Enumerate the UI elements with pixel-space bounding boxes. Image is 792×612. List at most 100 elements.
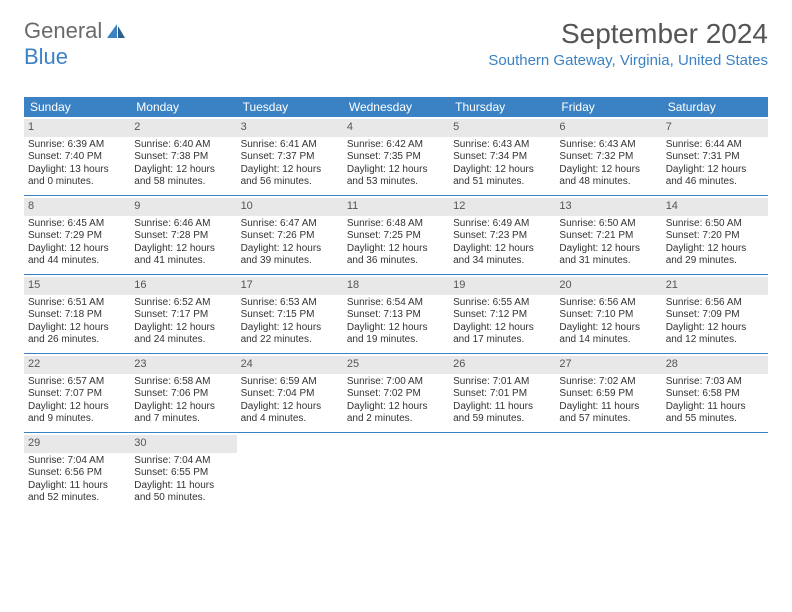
sunset-text: Sunset: 7:06 PM bbox=[134, 388, 232, 401]
daylight-text: Daylight: 12 hours and 51 minutes. bbox=[453, 164, 551, 189]
day-number: 12 bbox=[449, 198, 555, 216]
sunrise-text: Sunrise: 6:51 AM bbox=[28, 297, 126, 310]
daylight-text: Daylight: 12 hours and 56 minutes. bbox=[241, 164, 339, 189]
day-cell: 21Sunrise: 6:56 AMSunset: 7:09 PMDayligh… bbox=[662, 275, 768, 353]
sunset-text: Sunset: 7:15 PM bbox=[241, 309, 339, 322]
weekday-header-row: SundayMondayTuesdayWednesdayThursdayFrid… bbox=[24, 97, 768, 117]
day-number: 22 bbox=[24, 356, 130, 374]
daylight-text: Daylight: 11 hours and 57 minutes. bbox=[559, 401, 657, 426]
daylight-text: Daylight: 12 hours and 39 minutes. bbox=[241, 243, 339, 268]
day-cell: 15Sunrise: 6:51 AMSunset: 7:18 PMDayligh… bbox=[24, 275, 130, 353]
day-cell: 24Sunrise: 6:59 AMSunset: 7:04 PMDayligh… bbox=[237, 354, 343, 432]
day-number: 16 bbox=[130, 277, 236, 295]
sunrise-text: Sunrise: 7:01 AM bbox=[453, 376, 551, 389]
sunrise-text: Sunrise: 6:58 AM bbox=[134, 376, 232, 389]
sunset-text: Sunset: 7:26 PM bbox=[241, 230, 339, 243]
day-number: 4 bbox=[343, 119, 449, 137]
week-row: 8Sunrise: 6:45 AMSunset: 7:29 PMDaylight… bbox=[24, 196, 768, 275]
day-cell: 8Sunrise: 6:45 AMSunset: 7:29 PMDaylight… bbox=[24, 196, 130, 274]
sunset-text: Sunset: 6:56 PM bbox=[28, 467, 126, 480]
day-number: 9 bbox=[130, 198, 236, 216]
sunset-text: Sunset: 7:20 PM bbox=[666, 230, 764, 243]
sunset-text: Sunset: 7:25 PM bbox=[347, 230, 445, 243]
weeks-container: 1Sunrise: 6:39 AMSunset: 7:40 PMDaylight… bbox=[24, 117, 768, 511]
sunrise-text: Sunrise: 7:00 AM bbox=[347, 376, 445, 389]
calendar: SundayMondayTuesdayWednesdayThursdayFrid… bbox=[24, 97, 768, 511]
sunrise-text: Sunrise: 6:44 AM bbox=[666, 139, 764, 152]
daylight-text: Daylight: 11 hours and 59 minutes. bbox=[453, 401, 551, 426]
logo: General bbox=[24, 18, 127, 44]
day-number: 14 bbox=[662, 198, 768, 216]
day-cell: 22Sunrise: 6:57 AMSunset: 7:07 PMDayligh… bbox=[24, 354, 130, 432]
sunrise-text: Sunrise: 7:04 AM bbox=[134, 455, 232, 468]
week-row: 29 Sunrise: 7:04 AM Sunset: 6:56 PMDayligh… bbox=[24, 433, 768, 511]
sunrise-text: Sunrise: 6:42 AM bbox=[347, 139, 445, 152]
week-row: 1Sunrise: 6:39 AMSunset: 7:40 PMDaylight… bbox=[24, 117, 768, 196]
sunrise-text: Sunrise: 6:39 AM bbox=[28, 139, 126, 152]
daylight-text: Daylight: 12 hours and 44 minutes. bbox=[28, 243, 126, 268]
day-cell: 28Sunrise: 7:03 AMSunset: 6:58 PMDayligh… bbox=[662, 354, 768, 432]
day-cell: 14Sunrise: 6:50 AMSunset: 7:20 PMDayligh… bbox=[662, 196, 768, 274]
title-block: September 2024 Southern Gateway, Virgini… bbox=[488, 18, 768, 69]
day-cell: 18Sunrise: 6:54 AMSunset: 7:13 PMDayligh… bbox=[343, 275, 449, 353]
daylight-text: Daylight: 12 hours and 48 minutes. bbox=[559, 164, 657, 189]
day-cell: 7Sunrise: 6:44 AMSunset: 7:31 PMDaylight… bbox=[662, 117, 768, 195]
day-number: 24 bbox=[237, 356, 343, 374]
day-number: 15 bbox=[24, 277, 130, 295]
sunrise-text: Sunrise: 6:57 AM bbox=[28, 376, 126, 389]
sunset-text: Sunset: 7:37 PM bbox=[241, 151, 339, 164]
day-number: 20 bbox=[555, 277, 661, 295]
day-number: 13 bbox=[555, 198, 661, 216]
day-number: 10 bbox=[237, 198, 343, 216]
day-cell: 11Sunrise: 6:48 AMSunset: 7:25 PMDayligh… bbox=[343, 196, 449, 274]
day-cell: 9Sunrise: 6:46 AMSunset: 7:28 PMDaylight… bbox=[130, 196, 236, 274]
sunset-text: Sunset: 6:59 PM bbox=[559, 388, 657, 401]
day-cell: 30Sunrise: 7:04 AMSunset: 6:55 PMDayligh… bbox=[130, 433, 236, 511]
daylight-text: Daylight: 11 hours and 52 minutes. bbox=[28, 480, 126, 505]
day-number: 23 bbox=[130, 356, 236, 374]
logo-text-1: General bbox=[24, 18, 102, 44]
day-number: 5 bbox=[449, 119, 555, 137]
sunset-text: Sunset: 7:10 PM bbox=[559, 309, 657, 322]
day-number: 2 bbox=[130, 119, 236, 137]
day-cell: 29Sunrise: 7:04 AMSunset: 6:56 PMDayligh… bbox=[24, 433, 130, 511]
sunrise-text: Sunrise: 6:41 AM bbox=[241, 139, 339, 152]
daylight-text: Daylight: 12 hours and 53 minutes. bbox=[347, 164, 445, 189]
day-number: 6 bbox=[555, 119, 661, 137]
sunrise-text: Sunrise: 6:54 AM bbox=[347, 297, 445, 310]
location: Southern Gateway, Virginia, United State… bbox=[488, 52, 768, 69]
sunset-text: Sunset: 7:23 PM bbox=[453, 230, 551, 243]
daylight-text: Daylight: 12 hours and 41 minutes. bbox=[134, 243, 232, 268]
sunrise-text: Sunrise: 6:47 AM bbox=[241, 218, 339, 231]
sunrise-text: Sunrise: 6:50 AM bbox=[559, 218, 657, 231]
sunset-text: Sunset: 7:18 PM bbox=[28, 309, 126, 322]
day-cell: 1Sunrise: 6:39 AMSunset: 7:40 PMDaylight… bbox=[24, 117, 130, 195]
logo-sail-icon bbox=[105, 22, 127, 40]
day-cell: 4Sunrise: 6:42 AMSunset: 7:35 PMDaylight… bbox=[343, 117, 449, 195]
sunrise-text: Sunrise: 6:56 AM bbox=[666, 297, 764, 310]
sunrise-text: Sunrise: 6:53 AM bbox=[241, 297, 339, 310]
day-number: 8 bbox=[24, 198, 130, 216]
day-number: 29 bbox=[24, 435, 130, 453]
sunset-text: Sunset: 7:13 PM bbox=[347, 309, 445, 322]
day-cell: 13Sunrise: 6:50 AMSunset: 7:21 PMDayligh… bbox=[555, 196, 661, 274]
sunrise-text: Sunrise: 6:43 AM bbox=[453, 139, 551, 152]
daylight-text: Daylight: 13 hours and 0 minutes. bbox=[28, 164, 126, 189]
daylight-text: Daylight: 12 hours and 58 minutes. bbox=[134, 164, 232, 189]
day-cell: 20Sunrise: 6:56 AMSunset: 7:10 PMDayligh… bbox=[555, 275, 661, 353]
sunset-text: Sunset: 7:12 PM bbox=[453, 309, 551, 322]
daylight-text: Daylight: 12 hours and 46 minutes. bbox=[666, 164, 764, 189]
day-cell: 10 Sunrise: 6:47 AMSunset: 7:26 PMDayligh… bbox=[237, 196, 343, 274]
sunset-text: Sunset: 6:58 PM bbox=[666, 388, 764, 401]
header: General September 2024 Southern Gateway,… bbox=[24, 18, 768, 69]
sunrise-text: Sunrise: 6:55 AM bbox=[453, 297, 551, 310]
day-cell: 25Sunrise: 7:00 AMSunset: 7:02 PMDayligh… bbox=[343, 354, 449, 432]
sunset-text: Sunset: 7:38 PM bbox=[134, 151, 232, 164]
day-number: 26 bbox=[449, 356, 555, 374]
logo-text-2: Blue bbox=[24, 44, 68, 70]
sunrise-text: Sunrise: 6:40 AM bbox=[134, 139, 232, 152]
day-number: 11 bbox=[343, 198, 449, 216]
day-cell: 6Sunrise: 6:43 AMSunset: 7:32 PMDaylight… bbox=[555, 117, 661, 195]
sunrise-text: Sunrise: 6:48 AM bbox=[347, 218, 445, 231]
day-cell: 3Sunrise: 6:41 AMSunset: 7:37 PMDaylight… bbox=[237, 117, 343, 195]
